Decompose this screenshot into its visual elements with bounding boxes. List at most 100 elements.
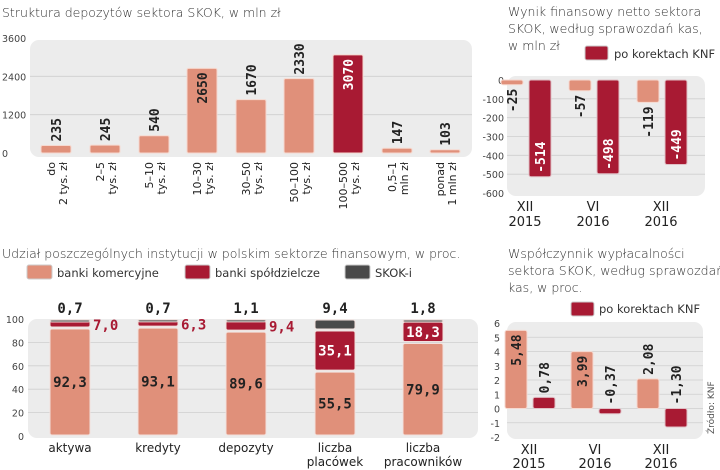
y-tick-label: 1: [494, 390, 500, 401]
y-tick-label: 5: [494, 333, 500, 344]
data-label: -449: [670, 129, 685, 160]
x-tick-label: XII: [517, 200, 534, 215]
y-tick-label: 3: [494, 362, 500, 373]
data-label: 55,5: [318, 397, 352, 413]
solvency-chart: Współczynnik wypłacalności sektora SKOK,…: [491, 246, 720, 470]
data-label: -498: [602, 138, 617, 169]
data-label: 147: [391, 121, 406, 144]
x-tick-label: tys. zł: [203, 161, 216, 194]
bar-reported: [570, 351, 594, 409]
legend-label-knf: po korektach KNF: [614, 47, 715, 61]
bar-reported: [504, 329, 528, 409]
x-tick-label: VI: [589, 443, 602, 458]
data-label: 5,48: [510, 334, 525, 365]
y-tick-label: 40: [12, 385, 24, 396]
x-tick-label: pracowników: [384, 455, 462, 469]
x-tick-label: 50–100: [288, 162, 301, 203]
y-tick-label: 3600: [2, 34, 26, 45]
data-label: -119: [642, 106, 657, 137]
y-tick-label: 20: [12, 409, 24, 420]
bar-reported: [500, 79, 524, 86]
y-tick-label: 60: [12, 362, 24, 373]
y-tick-label: 2: [494, 376, 500, 387]
net-result-chart: Wynik finansowy netto sektora SKOK, wedł…: [482, 4, 715, 230]
bar-reported: [636, 378, 660, 409]
data-label: 2330: [293, 43, 308, 74]
y-tick-label: 0: [2, 149, 8, 160]
data-label: 93,1: [141, 375, 175, 391]
data-label: 9,4: [269, 320, 294, 336]
x-tick-label: mln zł: [398, 161, 411, 195]
y-tick-label: 6: [494, 319, 500, 330]
x-tick-label: XII: [653, 200, 670, 215]
x-tick-label: tys. zł: [252, 161, 265, 194]
bar: [40, 144, 72, 154]
segment-skok: [402, 319, 444, 323]
share-chart-title: Udział poszczególnych instytucji w polsk…: [2, 246, 460, 261]
x-tick-label: 2–5: [94, 162, 107, 182]
segment-commercial-banks: [314, 371, 356, 436]
data-label: 6,3: [181, 317, 206, 333]
x-tick-label: 2016: [578, 457, 611, 470]
net-result-title-line-1: Wynik finansowy netto sektora: [508, 4, 701, 19]
bar: [283, 78, 315, 154]
y-tick-label: 4: [494, 348, 500, 359]
y-tick-label: -600: [482, 189, 504, 200]
x-tick-label: 2016: [576, 215, 609, 230]
data-label: 2,08: [642, 343, 657, 374]
data-label: 35,1: [318, 344, 352, 360]
x-tick-label: 2015: [512, 457, 545, 470]
y-tick-label: -400: [482, 151, 504, 162]
bar-knf: [532, 396, 556, 410]
x-tick-label: kredyty: [135, 441, 181, 455]
bar: [186, 67, 218, 154]
x-tick-label: liczba: [318, 441, 353, 455]
bar-knf: [598, 408, 622, 415]
x-tick-label: 2015: [508, 215, 541, 230]
data-label: 245: [99, 118, 114, 141]
segment-commercial-banks: [225, 331, 267, 436]
data-label: 9,4: [322, 301, 347, 317]
x-tick-label: tys. zł: [155, 161, 168, 194]
data-label: 0,7: [57, 301, 82, 317]
segment-skok: [314, 319, 356, 330]
legend-label-cooperative: banki spółdzielcze: [215, 266, 320, 280]
segment-cooperative-banks: [225, 320, 267, 331]
data-label: -1,30: [670, 365, 685, 404]
segment-commercial-banks: [137, 327, 179, 436]
x-tick-label: tys. zł: [106, 161, 119, 194]
data-label: 0,78: [538, 362, 553, 393]
x-tick-label: XII: [653, 443, 670, 458]
data-label: -0,37: [604, 365, 619, 404]
data-label: 3,99: [576, 356, 591, 387]
bar-knf: [596, 79, 620, 175]
data-label: -25: [506, 89, 521, 112]
legend-swatch-knf: [584, 45, 609, 61]
net-result-title-line-3: w mln zł: [508, 38, 560, 53]
deposits-chart-title: Struktura depozytów sektora SKOK, w mln …: [2, 5, 281, 20]
data-label: 540: [148, 108, 163, 132]
bar: [429, 149, 461, 154]
legend-label-skok: SKOK-i: [375, 266, 412, 280]
y-tick-label: 0: [18, 432, 24, 443]
bar: [235, 99, 267, 154]
data-label: 235: [50, 118, 65, 141]
y-tick-label: 2400: [2, 72, 26, 83]
deposits-chart: Struktura depozytów sektora SKOK, w mln …: [2, 5, 472, 210]
data-label: 103: [439, 122, 454, 145]
bar: [138, 135, 170, 154]
x-tick-label: tys. zł: [349, 161, 362, 194]
x-tick-label: 0,5–1: [386, 162, 399, 192]
legend-label-commercial: banki komercyjne: [57, 266, 159, 280]
data-label: 89,6: [229, 377, 263, 393]
y-tick-label: -300: [482, 133, 504, 144]
x-tick-label: XII: [521, 443, 538, 458]
x-tick-label: aktywa: [48, 441, 91, 455]
source-note: Źródło: KNF: [705, 381, 717, 434]
solvency-title-line-3: kas, w proc.: [508, 280, 583, 295]
y-tick-label: -2: [491, 433, 500, 444]
net-result-title-line-2: SKOK, według sprawozdań kas,: [508, 21, 703, 36]
x-tick-label: liczba: [406, 441, 441, 455]
share-chart: Udział poszczególnych instytucji w polsk…: [2, 246, 478, 469]
legend-swatch-commercial: [26, 264, 53, 280]
